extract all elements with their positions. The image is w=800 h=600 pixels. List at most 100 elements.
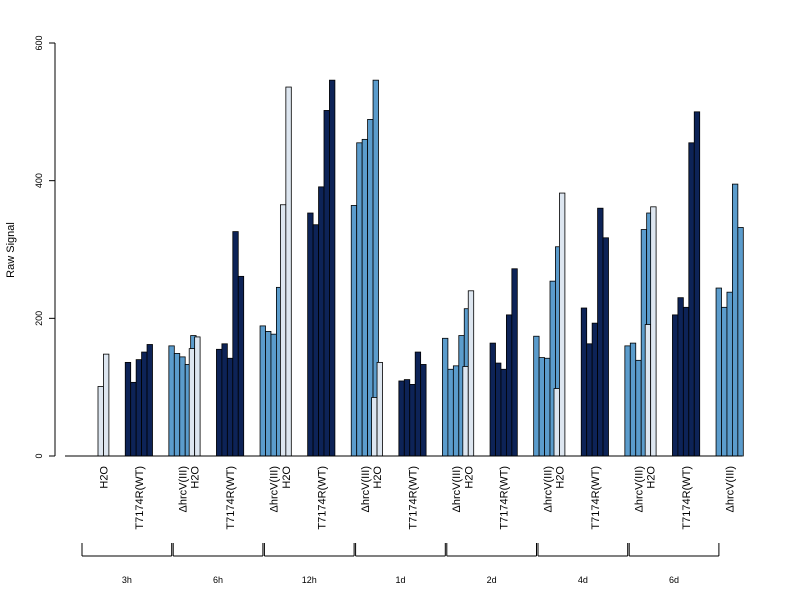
bar xyxy=(318,186,325,457)
y-tick-label: 400 xyxy=(34,173,44,188)
category-labels: H2O T7174R(WT) ΔhrcV(III) H2O T7174R(WT) Δhrc… xyxy=(98,466,736,530)
bar xyxy=(216,348,223,457)
bar xyxy=(500,368,507,457)
treatment-label: H2O xyxy=(646,466,658,489)
bar xyxy=(597,207,604,457)
bar xyxy=(409,384,416,457)
bar xyxy=(726,291,733,457)
treatment-label: ΔhrcV(III) xyxy=(269,466,281,512)
timepoint-label: 2d xyxy=(487,575,497,585)
bar xyxy=(553,388,560,457)
treatment-label: T7174R(WT) xyxy=(134,466,146,530)
bar xyxy=(533,335,540,457)
timepoint-label: 4d xyxy=(578,575,588,585)
bar xyxy=(538,357,545,457)
treatment-label: H2O xyxy=(554,466,566,489)
bar xyxy=(586,343,593,457)
y-tick-label: 0 xyxy=(34,453,44,458)
bar xyxy=(232,231,239,457)
treatment-label: T7174R(WT) xyxy=(499,466,511,530)
bar xyxy=(376,361,383,457)
bar xyxy=(226,357,234,457)
bar xyxy=(462,366,469,457)
timepoint-label: 3h xyxy=(122,575,132,585)
bars-layer xyxy=(97,79,744,457)
treatment-label: ΔhrcV(III) xyxy=(360,466,372,512)
bar xyxy=(329,79,336,457)
treatment-label: ΔhrcV(III) xyxy=(177,466,189,512)
bar xyxy=(135,359,142,457)
bar xyxy=(188,348,196,457)
bar xyxy=(146,344,153,457)
bar xyxy=(221,343,228,457)
bar xyxy=(265,331,272,457)
bar xyxy=(505,314,513,457)
timepoint-label: 6d xyxy=(669,575,679,585)
bar xyxy=(420,364,427,457)
bar xyxy=(447,368,454,457)
bar xyxy=(279,204,287,457)
bar xyxy=(467,290,475,457)
bar xyxy=(635,359,642,457)
bar xyxy=(130,381,137,457)
bar xyxy=(371,397,378,457)
treatment-label: T7174R(WT) xyxy=(225,466,237,530)
bar xyxy=(650,206,657,457)
bar xyxy=(442,337,449,457)
treatment-label: ΔhrcV(III) xyxy=(725,466,737,512)
bar xyxy=(629,342,637,457)
bar xyxy=(403,379,411,457)
treatment-label: T7174R(WT) xyxy=(407,466,419,530)
timepoint-groups: 3h 6h 12h 1d 2d 4d 6d xyxy=(81,543,720,585)
bar xyxy=(591,322,599,457)
bar xyxy=(398,380,405,457)
treatment-label: ΔhrcV(III) xyxy=(633,466,645,512)
bar xyxy=(103,353,110,457)
bar xyxy=(307,212,314,457)
bar xyxy=(361,138,368,457)
bar xyxy=(173,353,181,457)
treatment-label: H2O xyxy=(190,466,202,489)
bar xyxy=(259,325,266,457)
bar xyxy=(356,142,363,457)
bar xyxy=(677,297,684,457)
bar xyxy=(124,361,132,457)
bar xyxy=(544,357,551,457)
treatment-label: ΔhrcV(III) xyxy=(451,466,463,512)
treatment-label: H2O xyxy=(98,466,110,489)
treatment-label: H2O xyxy=(281,466,293,489)
treatment-label: T7174R(WT) xyxy=(590,466,602,530)
bar xyxy=(682,306,690,457)
bar xyxy=(737,227,744,457)
bar xyxy=(350,205,358,457)
bar xyxy=(452,365,460,457)
bar xyxy=(624,345,631,457)
treatment-label: T7174R(WT) xyxy=(316,466,328,530)
bar xyxy=(97,386,104,457)
timepoint-label: 6h xyxy=(213,575,223,585)
bar xyxy=(644,324,652,457)
bar xyxy=(141,351,148,457)
timepoint-label: 1d xyxy=(395,575,405,585)
y-axis-label: Raw Signal xyxy=(5,222,17,278)
bar xyxy=(237,275,245,457)
bar xyxy=(693,111,701,457)
bar xyxy=(312,224,319,457)
bar xyxy=(715,287,722,457)
treatment-label: ΔhrcV(III) xyxy=(542,466,554,512)
bar xyxy=(194,336,201,457)
bar xyxy=(489,342,496,457)
timepoint-label: 12h xyxy=(302,575,317,585)
bar xyxy=(602,237,609,457)
treatment-label: H2O xyxy=(463,466,475,489)
bar xyxy=(672,314,679,457)
bar xyxy=(495,362,502,457)
bar xyxy=(323,110,330,457)
bar xyxy=(179,356,186,457)
bar xyxy=(285,86,292,457)
bar xyxy=(559,192,566,457)
y-tick-label: 200 xyxy=(34,311,44,326)
y-tick-label: 600 xyxy=(34,35,44,50)
bar xyxy=(511,268,518,457)
